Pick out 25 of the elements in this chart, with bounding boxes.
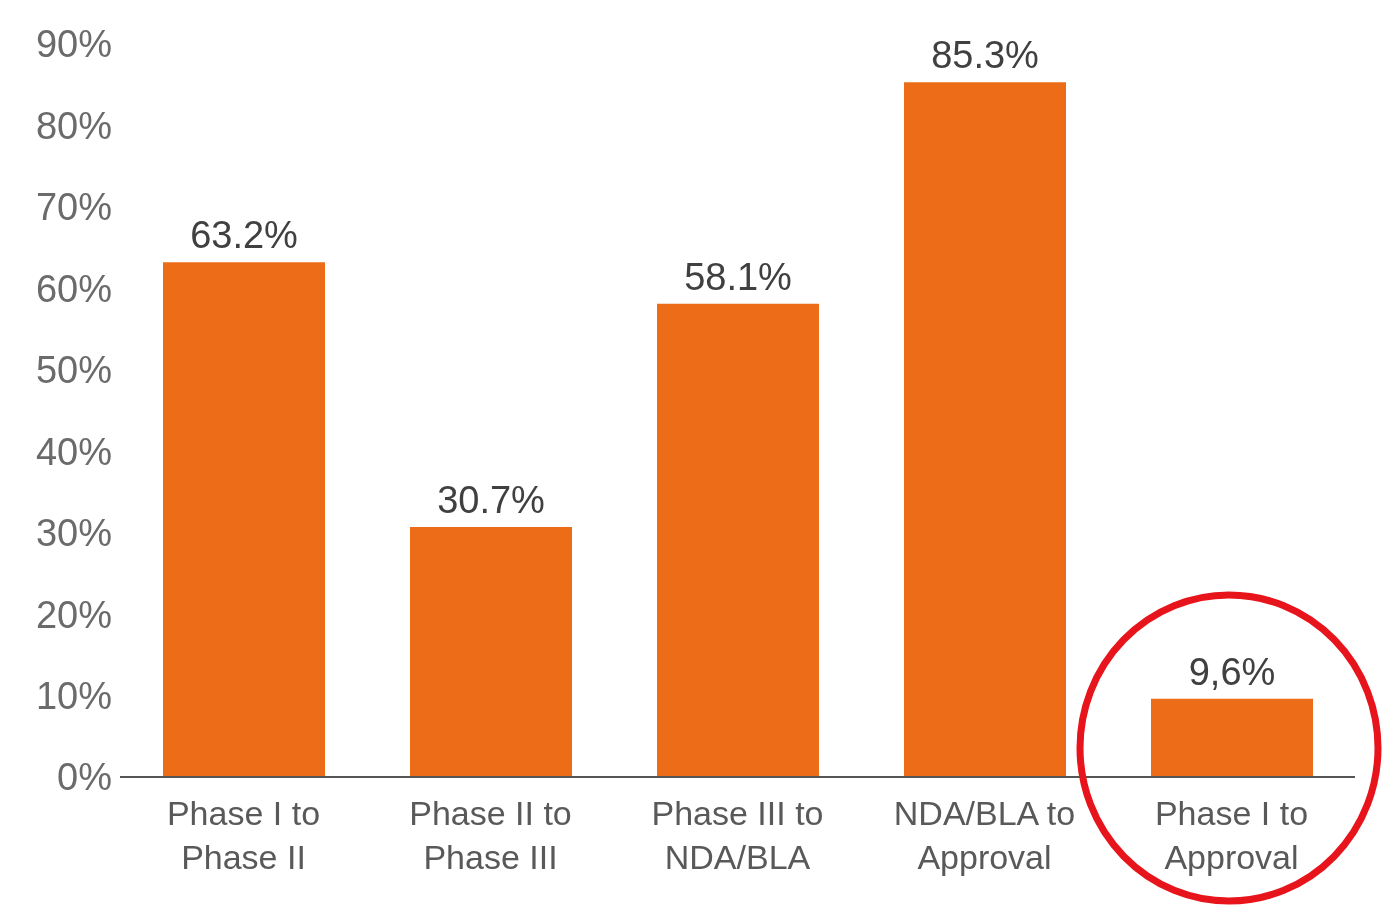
bar	[904, 82, 1066, 777]
y-tick-label: 60%	[35, 267, 112, 310]
y-tick-label: 20%	[35, 593, 112, 636]
data-label: 63.2%	[190, 214, 298, 257]
y-tick-label: 90%	[35, 23, 112, 66]
y-tick-label: 30%	[35, 512, 112, 555]
bar	[410, 526, 572, 777]
x-tick-label: Phase I to Phase II	[166, 794, 321, 876]
y-tick-label: 50%	[35, 349, 112, 392]
y-tick-label: 80%	[35, 104, 112, 147]
data-label: 85.3%	[931, 34, 1039, 77]
data-label: 58.1%	[684, 255, 792, 298]
x-tick-label: Phase III to NDA/BLA	[651, 794, 824, 876]
bar	[163, 262, 325, 777]
y-tick-label: 0%	[57, 756, 112, 799]
y-tick-label: 40%	[35, 430, 112, 473]
x-tick-label: NDA/BLA to Approval	[893, 794, 1076, 876]
data-label: 30.7%	[437, 478, 545, 521]
x-tick-label: Phase II to Phase III	[409, 794, 572, 876]
y-tick-label: 70%	[35, 186, 112, 229]
y-tick-label: 10%	[35, 675, 112, 718]
x-tick-label: Phase I to Approval	[1154, 794, 1309, 876]
bar	[1151, 698, 1313, 777]
data-label: 9,6%	[1188, 650, 1276, 693]
bar	[657, 303, 819, 777]
